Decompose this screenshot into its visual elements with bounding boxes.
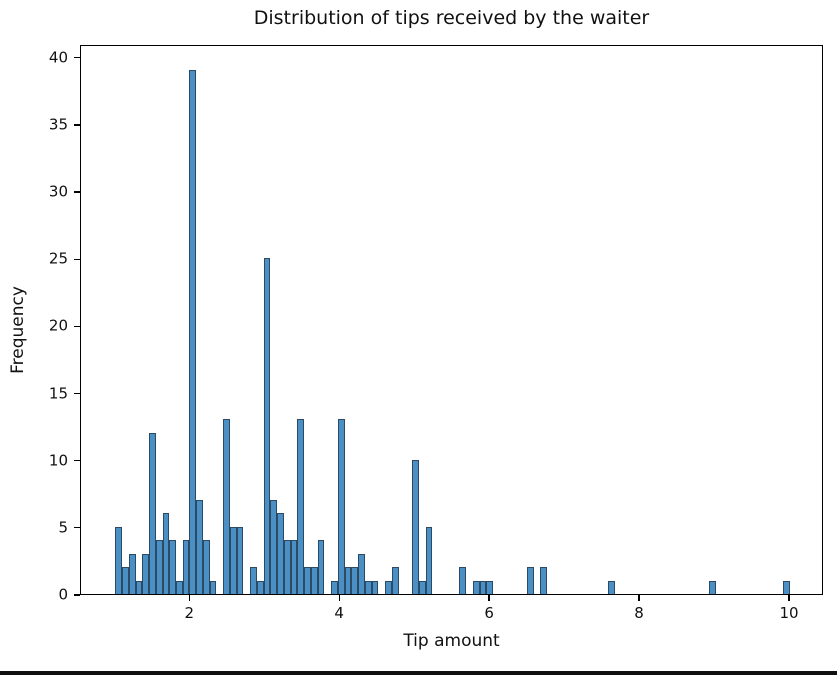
histogram-bar bbox=[607, 580, 615, 594]
histogram-bar bbox=[344, 567, 352, 594]
y-axis-tick bbox=[74, 594, 80, 596]
histogram-bar bbox=[142, 553, 149, 594]
x-axis-tick-label: 8 bbox=[634, 604, 644, 622]
histogram-bar bbox=[189, 70, 197, 594]
histogram-bar bbox=[182, 540, 190, 594]
y-axis-tick bbox=[74, 527, 80, 529]
chart-title: Distribution of tips received by the wai… bbox=[253, 7, 650, 29]
histogram-bar bbox=[304, 567, 311, 594]
histogram-bar bbox=[709, 580, 716, 594]
histogram-bar bbox=[169, 540, 176, 594]
histogram-bar bbox=[297, 419, 305, 594]
histogram-bar bbox=[479, 580, 487, 594]
histogram-bar bbox=[229, 526, 237, 594]
y-axis-tick bbox=[74, 191, 80, 193]
histogram-bar bbox=[236, 526, 244, 594]
histogram-bar bbox=[412, 459, 419, 594]
histogram-bar bbox=[202, 540, 210, 594]
x-axis-tick bbox=[188, 595, 190, 601]
y-axis-tick-label: 40 bbox=[48, 48, 68, 67]
y-axis-tick bbox=[74, 392, 80, 395]
histogram-bar bbox=[472, 580, 480, 594]
x-axis-tick bbox=[488, 595, 490, 601]
y-axis-tick-label: 30 bbox=[48, 182, 68, 201]
histogram-bar bbox=[155, 540, 163, 594]
histogram-bar bbox=[331, 580, 338, 594]
x-axis-tick bbox=[638, 595, 640, 601]
histogram-bar bbox=[209, 580, 217, 594]
x-axis-tick-label: 10 bbox=[779, 604, 799, 622]
histogram-bar bbox=[364, 580, 372, 594]
x-axis-label: Tip amount bbox=[403, 631, 500, 651]
histogram-bar bbox=[135, 580, 143, 594]
histogram-bar bbox=[783, 580, 791, 594]
window-bottom-edge bbox=[0, 671, 837, 675]
histogram-bar bbox=[351, 567, 359, 594]
histogram-bar bbox=[358, 553, 365, 594]
y-axis-tick-label: 35 bbox=[48, 115, 68, 134]
histogram-bar bbox=[486, 580, 494, 594]
histogram-bar bbox=[196, 499, 203, 594]
y-axis-tick bbox=[74, 460, 80, 462]
histogram-bar bbox=[250, 567, 257, 594]
histogram-bar bbox=[317, 540, 325, 594]
histogram-bar bbox=[115, 526, 122, 594]
y-axis-tick-label: 5 bbox=[58, 518, 68, 537]
y-axis-tick bbox=[74, 258, 80, 260]
histogram-bar bbox=[277, 513, 284, 594]
histogram-bar bbox=[283, 540, 291, 594]
histogram-bar bbox=[385, 580, 392, 594]
y-axis-tick-label: 25 bbox=[48, 249, 68, 268]
histogram-bar bbox=[540, 567, 548, 594]
histogram-bar bbox=[256, 580, 264, 594]
histogram-bar bbox=[149, 432, 156, 594]
histogram-bar bbox=[459, 567, 467, 594]
histogram-bar bbox=[175, 580, 183, 594]
histogram-bar bbox=[128, 553, 136, 594]
plot-area bbox=[80, 45, 823, 595]
y-axis-tick-label: 10 bbox=[48, 451, 68, 470]
y-axis-tick bbox=[74, 325, 80, 328]
y-axis-label: Frequency bbox=[8, 286, 28, 374]
y-axis-tick bbox=[74, 124, 80, 126]
histogram-bar bbox=[526, 567, 534, 594]
histogram-bar bbox=[391, 567, 399, 594]
histogram-bar bbox=[290, 540, 298, 594]
histogram-bar bbox=[337, 419, 345, 594]
histogram-bar bbox=[122, 567, 129, 594]
histogram-bar bbox=[223, 419, 230, 594]
x-axis-tick-label: 6 bbox=[484, 604, 494, 622]
x-axis-tick-label: 2 bbox=[184, 604, 195, 622]
y-axis-tick-label: 0 bbox=[58, 585, 68, 604]
histogram-bar bbox=[162, 513, 170, 594]
y-axis-tick-label: 15 bbox=[48, 384, 68, 403]
y-axis-tick-label: 20 bbox=[48, 316, 68, 335]
histogram-bar bbox=[263, 258, 271, 594]
x-axis-tick bbox=[338, 595, 340, 601]
histogram-bar bbox=[371, 580, 379, 594]
histogram-bar bbox=[418, 580, 426, 594]
histogram-bar bbox=[270, 499, 278, 594]
histogram-bar bbox=[310, 567, 318, 594]
histogram-bar bbox=[425, 526, 433, 594]
y-axis-tick bbox=[74, 57, 80, 59]
x-axis-tick bbox=[788, 595, 790, 601]
x-axis-tick-label: 4 bbox=[334, 604, 344, 622]
